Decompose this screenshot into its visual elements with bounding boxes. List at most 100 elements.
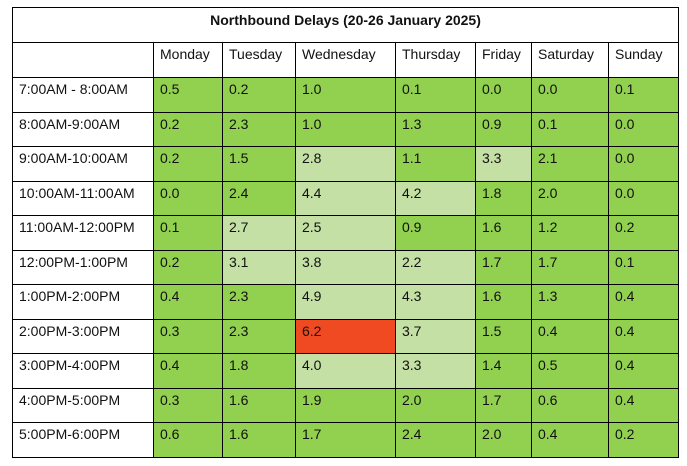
delay-cell: 0.3 (153, 318, 223, 354)
delay-cell: 2.3 (222, 111, 296, 147)
delay-cell: 2.2 (395, 249, 476, 285)
delay-cell: 1.8 (475, 180, 532, 216)
table-title: Northbound Delays (20-26 January 2025) (11, 7, 680, 43)
delay-cell: 1.1 (395, 146, 476, 182)
delay-cell: 0.2 (607, 422, 680, 458)
header-corner-cell (12, 42, 154, 78)
delay-cell: 0.0 (475, 77, 532, 113)
day-header-sunday: Sunday (607, 42, 680, 78)
delay-cell: 0.0 (531, 77, 609, 113)
delay-cell: 1.7 (531, 249, 609, 285)
table-row: 3:00PM-4:00PM 0.4 1.8 4.0 3.3 1.4 0.5 0.4 (12, 353, 680, 389)
delay-cell: 1.7 (475, 249, 532, 285)
delay-cell: 0.0 (607, 146, 680, 182)
delay-cell: 4.2 (395, 180, 476, 216)
delay-cell: 1.5 (222, 146, 296, 182)
time-slot-label: 4:00PM-5:00PM (12, 387, 154, 423)
day-header-tuesday: Tuesday (222, 42, 296, 78)
time-slot-label: 11:00AM-12:00PM (12, 215, 154, 251)
delay-cell: 0.1 (395, 77, 476, 113)
delay-cell: 0.2 (153, 249, 223, 285)
table-row: 11:00AM-12:00PM 0.1 2.7 2.5 0.9 1.6 1.2 0.2 (12, 215, 680, 251)
delay-cell: 3.8 (295, 249, 396, 285)
day-header-saturday: Saturday (531, 42, 609, 78)
delay-cell: 4.3 (395, 284, 476, 320)
delay-cell: 0.5 (153, 77, 223, 113)
delay-cell: 2.8 (295, 146, 396, 182)
delay-cell: 1.6 (222, 422, 296, 458)
delay-cell: 2.7 (222, 215, 296, 251)
delay-cell: 1.5 (475, 318, 532, 354)
delay-cell: 1.6 (222, 387, 296, 423)
time-slot-label: 3:00PM-4:00PM (12, 353, 154, 389)
delay-cell: 0.1 (531, 111, 609, 147)
delay-cell: 0.3 (153, 387, 223, 423)
delay-cell: 1.6 (475, 284, 532, 320)
delay-cell: 0.1 (607, 77, 680, 113)
delay-cell: 2.1 (531, 146, 609, 182)
table-body: 7:00AM - 8:00AM 0.5 0.2 1.0 0.1 0.0 0.0 0.1 8:00… (12, 77, 680, 458)
delay-cell: 0.2 (153, 146, 223, 182)
delay-cell: 2.4 (222, 180, 296, 216)
delay-cell: 0.4 (153, 284, 223, 320)
delay-cell: 0.5 (531, 353, 609, 389)
delay-cell: 0.4 (607, 387, 680, 423)
delay-cell: 1.3 (395, 111, 476, 147)
delay-cell: 0.0 (607, 111, 680, 147)
delay-cell: 1.0 (295, 77, 396, 113)
delay-cell: 0.9 (395, 215, 476, 251)
delay-cell: 0.6 (153, 422, 223, 458)
table-row: 12:00PM-1:00PM 0.2 3.1 3.8 2.2 1.7 1.7 0.1 (12, 249, 680, 285)
delay-cell: 0.0 (153, 180, 223, 216)
table-row: 2:00PM-3:00PM 0.3 2.3 6.2 3.7 1.5 0.4 0.4 (12, 318, 680, 354)
time-slot-label: 1:00PM-2:00PM (12, 284, 154, 320)
delay-cell: 3.3 (395, 353, 476, 389)
table-row: 9:00AM-10:00AM 0.2 1.5 2.8 1.1 3.3 2.1 0.0 (12, 146, 680, 182)
delay-cell: 1.6 (475, 215, 532, 251)
time-slot-label: 8:00AM-9:00AM (12, 111, 154, 147)
delay-cell: 1.4 (475, 353, 532, 389)
table-row: 5:00PM-6:00PM 0.6 1.6 1.7 2.4 2.0 0.4 0.2 (12, 422, 680, 458)
time-slot-label: 7:00AM - 8:00AM (12, 77, 154, 113)
delay-cell: 1.3 (531, 284, 609, 320)
delay-cell: 0.4 (607, 318, 680, 354)
table-row: 10:00AM-11:00AM 0.0 2.4 4.4 4.2 1.8 2.0 0.0 (12, 180, 680, 216)
delay-cell: 1.2 (531, 215, 609, 251)
day-header-monday: Monday (153, 42, 223, 78)
delay-cell: 2.0 (395, 387, 476, 423)
delay-cell: 1.8 (222, 353, 296, 389)
delay-cell: 0.2 (222, 77, 296, 113)
delay-cell: 3.3 (475, 146, 532, 182)
day-header-wednesday: Wednesday (295, 42, 396, 78)
delay-cell: 0.4 (153, 353, 223, 389)
delay-cell: 0.4 (531, 318, 609, 354)
time-slot-label: 9:00AM-10:00AM (12, 146, 154, 182)
delay-cell: 1.7 (295, 422, 396, 458)
delay-cell: 1.9 (295, 387, 396, 423)
delay-cell: 4.4 (295, 180, 396, 216)
table-row: 1:00PM-2:00PM 0.4 2.3 4.9 4.3 1.6 1.3 0.4 (12, 284, 680, 320)
day-header-friday: Friday (475, 42, 532, 78)
day-header-thursday: Thursday (395, 42, 476, 78)
delay-cell: 2.4 (395, 422, 476, 458)
time-slot-label: 5:00PM-6:00PM (12, 422, 154, 458)
time-slot-label: 2:00PM-3:00PM (12, 318, 154, 354)
delay-cell: 0.2 (607, 215, 680, 251)
delay-cell: 0.9 (475, 111, 532, 147)
delay-cell: 6.2 (295, 318, 396, 354)
delay-cell: 3.7 (395, 318, 476, 354)
time-slot-label: 12:00PM-1:00PM (12, 249, 154, 285)
delay-cell: 0.4 (607, 353, 680, 389)
table-row: 7:00AM - 8:00AM 0.5 0.2 1.0 0.1 0.0 0.0 0.1 (12, 77, 680, 113)
delay-cell: 2.0 (531, 180, 609, 216)
delay-table: Northbound Delays (20-26 January 2025) M… (11, 7, 680, 458)
delay-cell: 0.6 (531, 387, 609, 423)
delay-cell: 2.5 (295, 215, 396, 251)
time-slot-label: 10:00AM-11:00AM (12, 180, 154, 216)
delay-cell: 4.9 (295, 284, 396, 320)
delay-cell: 0.4 (531, 422, 609, 458)
delay-cell: 4.0 (295, 353, 396, 389)
table-row: 4:00PM-5:00PM 0.3 1.6 1.9 2.0 1.7 0.6 0.4 (12, 387, 680, 423)
delay-cell: 0.4 (607, 284, 680, 320)
delay-cell: 1.0 (295, 111, 396, 147)
